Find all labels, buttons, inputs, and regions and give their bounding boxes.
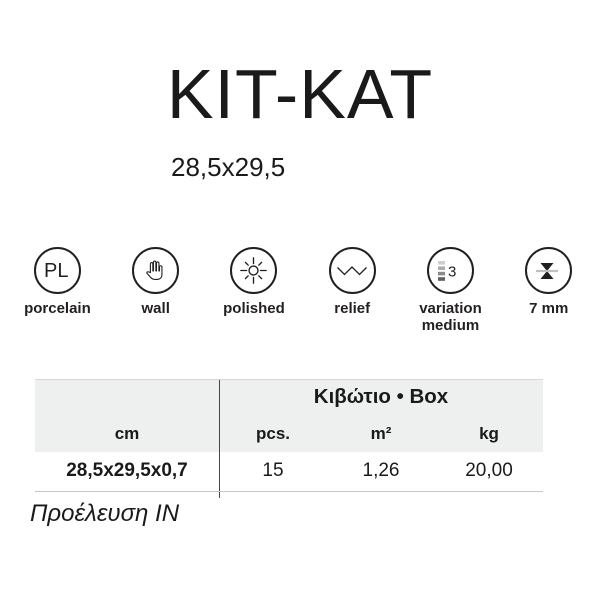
svg-text:PL: PL xyxy=(44,260,68,282)
svg-text:3: 3 xyxy=(448,263,456,280)
